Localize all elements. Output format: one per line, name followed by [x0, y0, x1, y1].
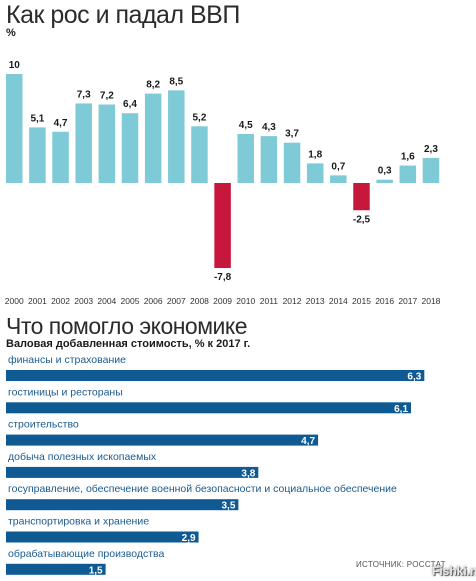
gdp-bar [260, 136, 278, 183]
chart-title: Как рос и падал ВВП [6, 1, 240, 29]
industry-bar [6, 499, 239, 511]
source-note: ИСТОЧНИК: РОССТАТ [356, 560, 446, 569]
gdp-value-label: 4,7 [54, 118, 68, 129]
gdp-value-label: 5,2 [192, 112, 206, 123]
industry-value-label: 1,5 [89, 565, 103, 575]
gdp-value-label: -2,5 [353, 214, 371, 225]
gdp-bar [52, 131, 69, 183]
gdp-bar [29, 127, 46, 183]
year-tick-label: 2005 [121, 296, 140, 306]
gdp-bar [330, 175, 347, 183]
year-tick-label: 2009 [213, 296, 232, 306]
industry-bar [6, 434, 319, 446]
year-tick-label: 2001 [28, 296, 47, 306]
year-tick-label: 2018 [421, 296, 440, 306]
industry-bar-chart: финансы и страхование 6,3 гостиницы и рест… [6, 354, 425, 575]
gdp-bar [399, 165, 417, 183]
industry-value-label: 4,7 [301, 436, 315, 447]
industry-value-label: 3,8 [241, 468, 255, 479]
gdp-value-label: 1,6 [401, 152, 415, 163]
gdp-value-label: 7,3 [77, 89, 91, 100]
year-tick-label: 2006 [144, 296, 163, 306]
gdp-bar [98, 104, 116, 183]
year-tick-label: 2004 [97, 296, 116, 306]
year-tick-label: 2011 [260, 296, 279, 306]
industry-label: транспортировка и хранение [8, 516, 149, 528]
industry-bar [6, 466, 259, 478]
year-tick-label: 2013 [306, 296, 325, 306]
industry-label: финансы и страхование [8, 354, 126, 366]
year-tick-label: 2016 [375, 296, 394, 306]
watermark: Fishki.net [432, 564, 476, 578]
year-tick-label: 2007 [167, 296, 186, 306]
year-tick-label: 2014 [329, 296, 348, 306]
year-tick-label: 2008 [190, 296, 209, 306]
industry-value-label: 3,5 [221, 501, 235, 512]
gdp-value-label: 0,7 [331, 161, 345, 172]
industry-value-label: 6,1 [394, 404, 408, 415]
gdp-value-label: 0,3 [378, 166, 392, 177]
gdp-value-label: 8,5 [169, 76, 183, 87]
gdp-bar [353, 183, 370, 211]
gdp-bar [121, 113, 139, 183]
gdp-value-label: 7,2 [100, 91, 114, 102]
gdp-value-label: 2,3 [424, 144, 438, 155]
industry-value-label: 2,9 [182, 533, 196, 544]
industry-bar [6, 531, 199, 543]
year-tick-label: 2003 [74, 296, 93, 306]
year-tick-label: 2002 [51, 296, 70, 306]
section-title: Что помогло экономике [6, 313, 248, 339]
gdp-bar [237, 133, 254, 183]
industry-label: строительство [8, 419, 79, 431]
gdp-bar [144, 93, 162, 183]
gdp-value-label: 6,4 [123, 99, 137, 110]
gdp-bar [306, 163, 324, 183]
gdp-bar [214, 183, 231, 269]
gdp-bar [191, 126, 208, 183]
industry-bar [6, 370, 425, 381]
industry-label: обрабатывающие производства [8, 548, 164, 560]
gdp-bar [283, 142, 301, 183]
year-tick-label: 2012 [283, 296, 302, 306]
gdp-value-label: 4,3 [262, 122, 276, 133]
gdp-bar [376, 179, 393, 183]
gdp-value-label: 8,2 [146, 80, 160, 91]
gdp-bar [168, 90, 185, 183]
gdp-bar-chart: 10 2000 5,1 2001 4,7 2002 7,3 2003 7,2 2004 6,4 200… [5, 60, 441, 306]
y-unit-label: % [6, 27, 16, 39]
gdp-value-label: 10 [9, 60, 21, 71]
industry-value-label: 6,3 [407, 372, 421, 383]
industry-label: гостиницы и рестораны [8, 386, 123, 398]
gdp-value-label: -7,8 [214, 272, 232, 283]
section-subtitle: Валовая добавленная стоимость, % к 2017 … [6, 338, 251, 350]
gdp-value-label: 5,1 [30, 113, 44, 124]
gdp-value-label: 4,5 [239, 120, 253, 131]
gdp-value-label: 1,8 [308, 149, 322, 160]
industry-bar [6, 563, 106, 575]
year-tick-label: 2015 [352, 296, 371, 306]
industry-bar [6, 402, 412, 414]
gdp-bar [6, 74, 23, 183]
gdp-bar [75, 103, 92, 183]
gdp-value-label: 3,7 [285, 129, 299, 140]
industry-label: добыча полезных ископаемых [8, 451, 157, 463]
gdp-bar [422, 157, 440, 183]
industry-label: госуправление, обеспечение военной безоп… [8, 483, 397, 495]
year-tick-label: 2010 [236, 296, 255, 306]
year-tick-label: 2000 [5, 296, 24, 306]
year-tick-label: 2017 [398, 296, 417, 306]
